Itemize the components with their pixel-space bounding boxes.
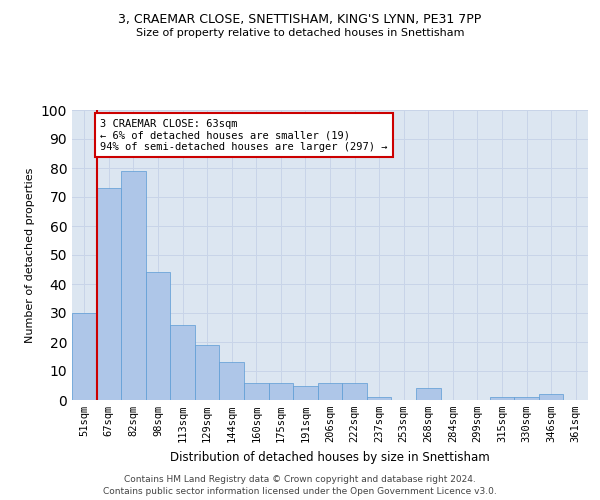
Bar — [97, 188, 121, 400]
Bar — [539, 394, 563, 400]
Bar — [416, 388, 440, 400]
Bar — [170, 324, 195, 400]
Text: Contains HM Land Registry data © Crown copyright and database right 2024.: Contains HM Land Registry data © Crown c… — [124, 476, 476, 484]
Bar — [490, 397, 514, 400]
Bar — [121, 171, 146, 400]
Bar — [146, 272, 170, 400]
Text: 3, CRAEMAR CLOSE, SNETTISHAM, KING'S LYNN, PE31 7PP: 3, CRAEMAR CLOSE, SNETTISHAM, KING'S LYN… — [118, 12, 482, 26]
Bar — [318, 382, 342, 400]
Bar — [195, 345, 220, 400]
Y-axis label: Number of detached properties: Number of detached properties — [25, 168, 35, 342]
Bar — [293, 386, 318, 400]
Bar — [220, 362, 244, 400]
Text: Size of property relative to detached houses in Snettisham: Size of property relative to detached ho… — [136, 28, 464, 38]
Bar — [244, 382, 269, 400]
Text: Contains public sector information licensed under the Open Government Licence v3: Contains public sector information licen… — [103, 486, 497, 496]
Bar — [342, 382, 367, 400]
Bar — [367, 397, 391, 400]
Text: Distribution of detached houses by size in Snettisham: Distribution of detached houses by size … — [170, 451, 490, 464]
Bar — [72, 313, 97, 400]
Text: 3 CRAEMAR CLOSE: 63sqm
← 6% of detached houses are smaller (19)
94% of semi-deta: 3 CRAEMAR CLOSE: 63sqm ← 6% of detached … — [100, 118, 388, 152]
Bar — [514, 397, 539, 400]
Bar — [269, 382, 293, 400]
